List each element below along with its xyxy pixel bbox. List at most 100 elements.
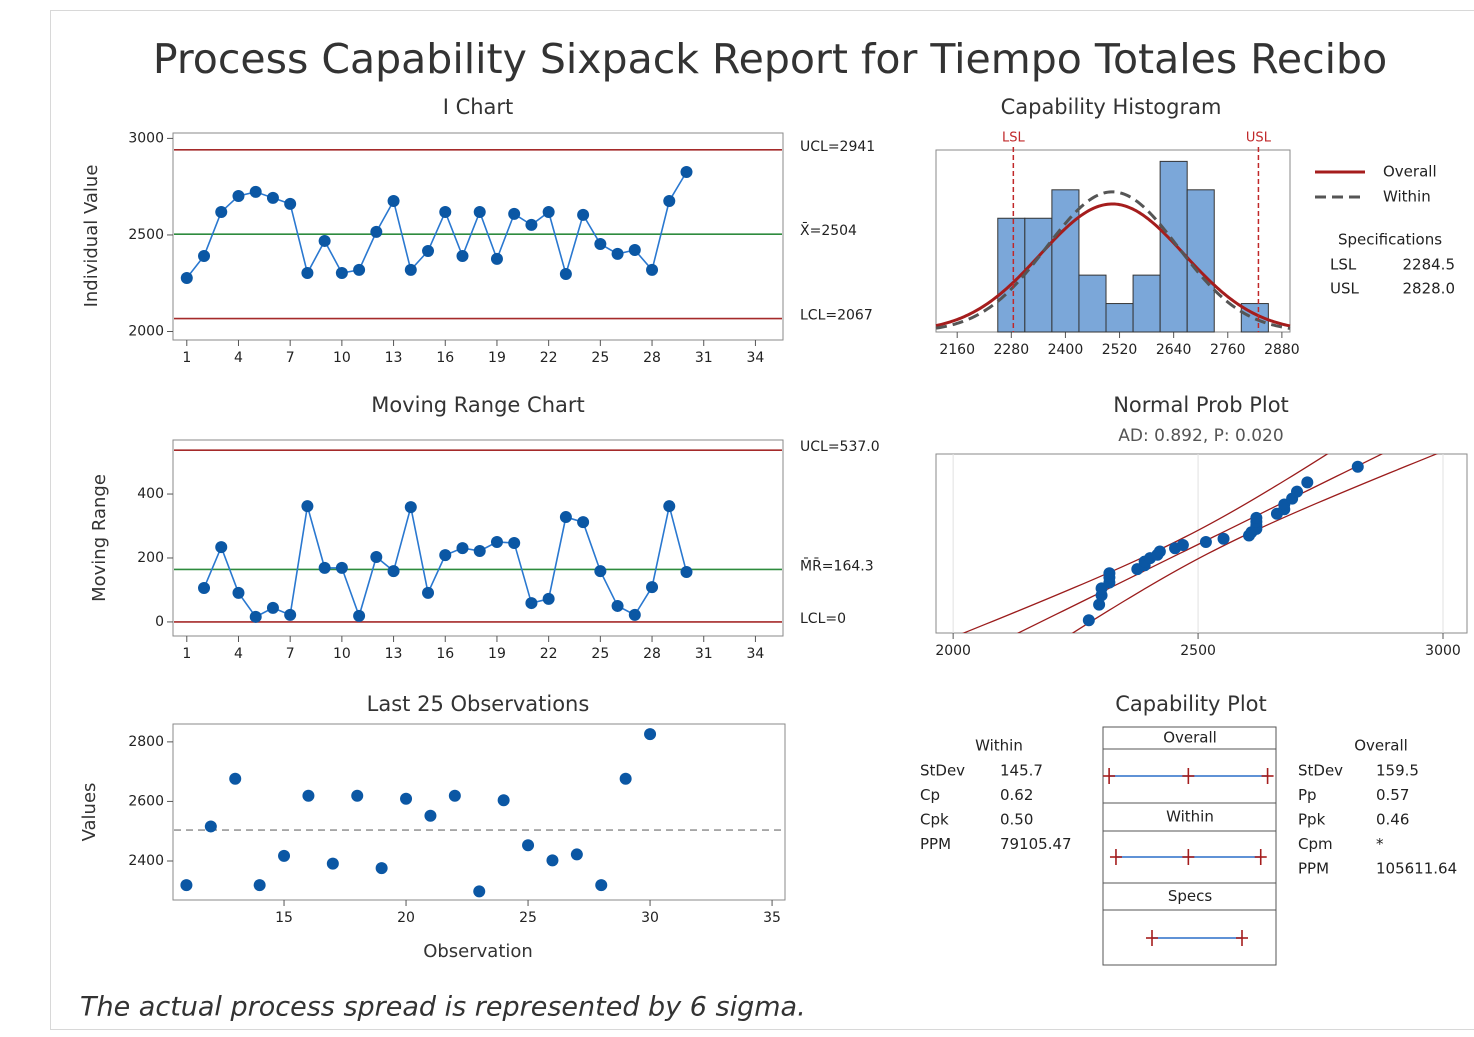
data-point	[456, 250, 469, 263]
data-point	[1082, 614, 1095, 627]
data-point	[1291, 485, 1304, 498]
x-tick-label: 34	[747, 646, 765, 662]
x-tick-label: 2640	[1156, 342, 1192, 358]
data-point	[456, 542, 469, 555]
data-point	[508, 207, 521, 220]
histogram-bar	[1132, 274, 1161, 333]
chart-title: Moving Range Chart	[371, 393, 585, 417]
data-point	[497, 794, 510, 807]
histogram-bar	[1051, 189, 1080, 333]
data-point	[353, 609, 366, 622]
spec-limit-label: USL	[1246, 131, 1272, 146]
interval-name: Within	[1166, 808, 1214, 826]
spec-value: 2284.5	[1403, 256, 1456, 274]
chart-title: Capability Histogram	[1001, 95, 1222, 119]
data-point	[577, 516, 590, 529]
data-point	[387, 565, 400, 578]
spec-name: LSL	[1330, 256, 1357, 274]
data-point	[335, 561, 348, 574]
data-point	[490, 252, 503, 265]
data-point	[522, 839, 535, 852]
data-point	[1351, 460, 1364, 473]
x-tick-label: 13	[385, 350, 403, 366]
x-tick-label: 30	[641, 910, 659, 926]
data-point	[400, 792, 413, 805]
stats-value: *	[1376, 835, 1384, 853]
data-point	[302, 789, 315, 802]
data-point	[284, 197, 297, 210]
footnote: The actual process spread is represented…	[80, 992, 806, 1023]
data-point	[1301, 476, 1314, 489]
data-point	[180, 879, 193, 892]
y-axis-label: Moving Range	[89, 474, 110, 602]
control-limit-label: UCL=537.0	[800, 439, 880, 455]
x-tick-label: 16	[436, 646, 454, 662]
data-point	[266, 191, 279, 204]
data-point	[232, 189, 245, 202]
data-point	[232, 586, 245, 599]
stats-value: 0.62	[1000, 786, 1033, 804]
chart-title: Last 25 Observations	[367, 692, 590, 716]
x-tick-label: 13	[385, 646, 403, 662]
x-tick-label: 35	[763, 910, 781, 926]
data-point	[198, 582, 211, 595]
data-point	[301, 500, 314, 513]
chart-title: Capability Plot	[1115, 692, 1266, 716]
data-point	[353, 263, 366, 276]
stats-name: StDev	[920, 762, 965, 780]
data-point	[1103, 567, 1116, 580]
control-limit-label: M̄R̄=164.3	[800, 557, 874, 575]
data-point	[628, 244, 641, 257]
data-point	[318, 234, 331, 247]
x-tick-label: 28	[643, 350, 661, 366]
data-point	[594, 238, 607, 251]
spec-name: USL	[1330, 280, 1360, 298]
data-point	[249, 185, 262, 198]
data-point	[1199, 535, 1212, 548]
data-point	[229, 772, 242, 785]
data-point	[680, 166, 693, 179]
x-tick-label: 25	[591, 646, 609, 662]
control-limit-label: X̄=2504	[800, 222, 857, 240]
data-point	[253, 879, 266, 892]
x-tick-label: 15	[275, 910, 293, 926]
data-point	[198, 250, 211, 263]
histogram-bar	[1078, 274, 1107, 333]
x-tick-label: 2520	[1102, 342, 1138, 358]
x-tick-label: 2500	[1180, 643, 1216, 659]
chart-subtitle: AD: 0.892, P: 0.020	[1118, 426, 1283, 446]
interval-name: Specs	[1168, 887, 1213, 905]
data-point	[370, 225, 383, 238]
data-point	[644, 728, 657, 741]
y-tick-label: 0	[155, 614, 164, 630]
page-frame	[50, 10, 1474, 1030]
stats-value: 0.46	[1376, 811, 1409, 829]
stats-value: 145.7	[1000, 762, 1043, 780]
interval-name: Overall	[1163, 729, 1217, 747]
x-tick-label: 2000	[935, 643, 971, 659]
y-tick-label: 3000	[128, 130, 164, 146]
stats-value: 0.50	[1000, 811, 1033, 829]
x-tick-label: 1	[182, 646, 191, 662]
stats-name: Cp	[920, 786, 940, 804]
x-tick-label: 10	[333, 350, 351, 366]
chart-title: I Chart	[443, 95, 514, 119]
data-point	[508, 536, 521, 549]
report-title: Process Capability Sixpack Report for Ti…	[153, 35, 1387, 83]
x-tick-label: 2160	[939, 342, 975, 358]
x-tick-label: 22	[540, 646, 558, 662]
stats-name: PPM	[1298, 860, 1329, 878]
spec-value: 2828.0	[1403, 280, 1456, 298]
x-tick-label: 2880	[1264, 342, 1300, 358]
x-tick-label: 31	[695, 350, 713, 366]
histogram-bar	[1024, 217, 1053, 333]
data-point	[546, 854, 559, 867]
stats-name: StDev	[1298, 762, 1343, 780]
data-point	[1176, 539, 1189, 552]
data-point	[1093, 598, 1106, 611]
data-point	[595, 879, 608, 892]
stats-name: Cpm	[1298, 835, 1333, 853]
data-point	[278, 849, 291, 862]
data-point	[387, 194, 400, 207]
x-tick-label: 20	[397, 910, 415, 926]
